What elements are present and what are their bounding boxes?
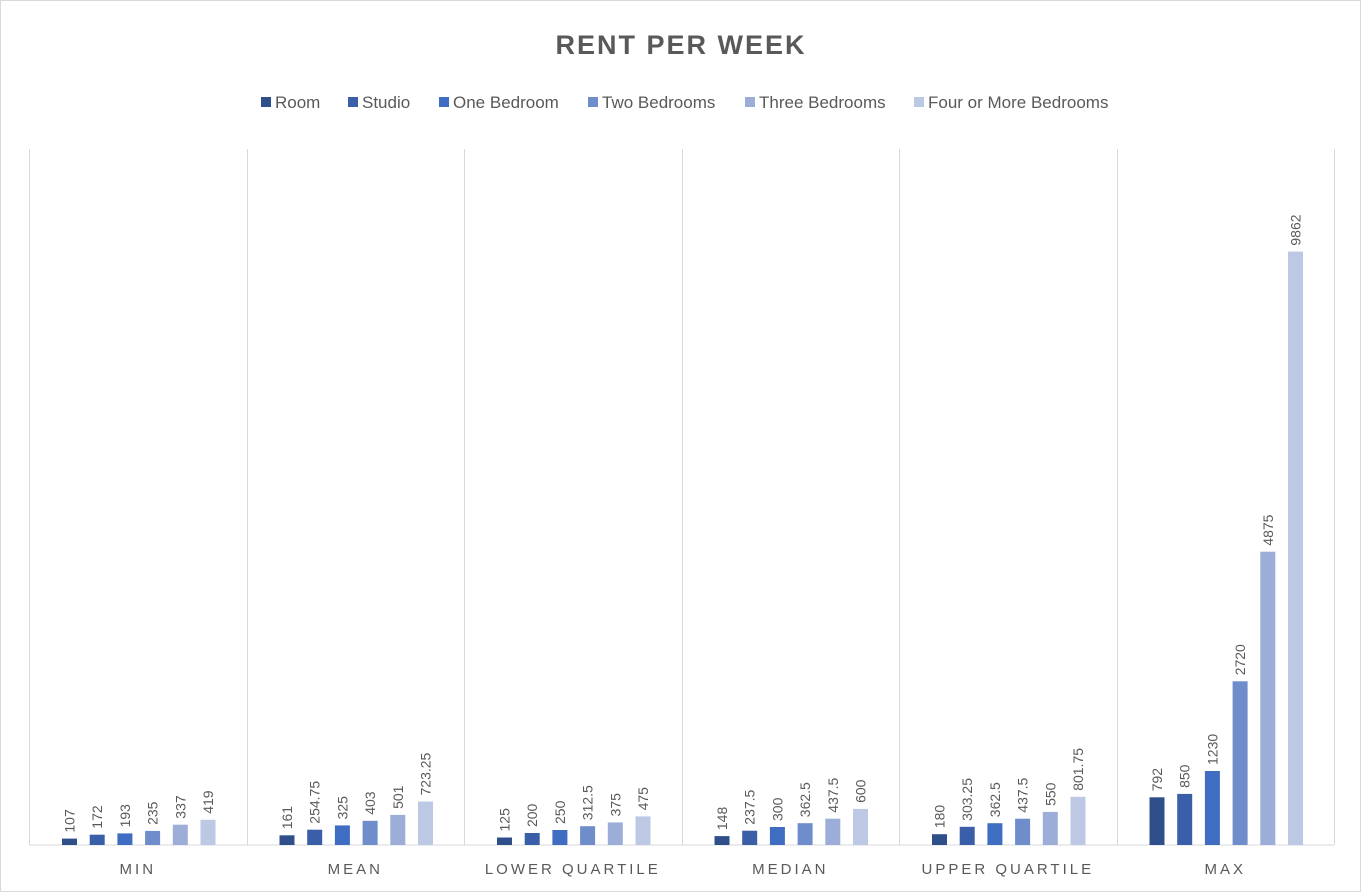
data-label-upper-quartile-studio: 303.25: [959, 778, 975, 821]
data-label-median-studio: 237.5: [742, 789, 758, 824]
data-label-upper-quartile-one-bedroom: 362.5: [987, 782, 1003, 817]
data-label-lower-quartile-two-bedrooms: 312.5: [580, 785, 596, 820]
bar-upper-quartile-three-bedrooms: [1042, 811, 1058, 845]
data-label-lower-quartile-room: 125: [497, 808, 513, 832]
data-label-min-one-bedroom: 193: [117, 804, 133, 828]
category-label-upper-quartile: UPPER QUARTILE: [922, 861, 1095, 878]
bar-median-three-bedrooms: [825, 818, 841, 845]
legend-label-room: Room: [275, 93, 320, 112]
bar-median-studio: [742, 830, 758, 845]
bar-mean-room: [279, 835, 295, 845]
data-label-upper-quartile-three-bedrooms: 550: [1042, 782, 1058, 806]
bar-median-one-bedroom: [769, 827, 785, 845]
data-label-max-three-bedrooms: 4875: [1260, 514, 1276, 545]
bar-lower-quartile-three-bedrooms: [607, 822, 623, 845]
data-label-median-two-bedrooms: 362.5: [797, 782, 813, 817]
bar-lower-quartile-studio: [524, 833, 540, 845]
bar-mean-four-or-more-bedrooms: [418, 801, 433, 845]
legend-swatch-studio: [348, 97, 358, 107]
data-label-max-two-bedrooms: 2720: [1232, 644, 1248, 675]
bar-lower-quartile-two-bedrooms: [580, 826, 596, 845]
bar-min-two-bedrooms: [145, 830, 161, 845]
data-label-min-four-or-more-bedrooms: 419: [200, 790, 216, 814]
category-label-mean: MEAN: [328, 861, 383, 878]
bar-lower-quartile-one-bedroom: [552, 830, 568, 845]
data-label-lower-quartile-one-bedroom: 250: [552, 800, 568, 824]
data-label-upper-quartile-room: 180: [932, 805, 948, 829]
bar-median-two-bedrooms: [797, 823, 813, 845]
bar-upper-quartile-studio: [959, 826, 975, 845]
bar-lower-quartile-four-or-more-bedrooms: [635, 816, 651, 845]
legend-swatch-room: [261, 97, 271, 107]
bar-max-two-bedrooms: [1232, 681, 1248, 845]
data-label-min-studio: 172: [89, 805, 105, 829]
legend-label-two-bedrooms: Two Bedrooms: [602, 93, 715, 112]
bar-max-one-bedroom: [1204, 771, 1220, 845]
bar-max-room: [1149, 797, 1165, 845]
bar-min-one-bedroom: [117, 833, 133, 845]
category-label-lower-quartile: LOWER QUARTILE: [485, 861, 661, 878]
bar-upper-quartile-two-bedrooms: [1015, 818, 1031, 845]
data-label-mean-one-bedroom: 325: [334, 796, 350, 820]
bar-upper-quartile-four-or-more-bedrooms: [1070, 796, 1086, 845]
data-label-mean-two-bedrooms: 403: [362, 791, 378, 815]
data-label-min-two-bedrooms: 235: [145, 801, 161, 825]
bar-min-three-bedrooms: [172, 824, 188, 845]
data-label-lower-quartile-studio: 200: [524, 803, 540, 827]
data-label-lower-quartile-three-bedrooms: 375: [607, 793, 623, 817]
bar-min-room: [62, 838, 77, 845]
category-labels: MIN MEAN LOWER QUARTILE MEDIAN UPPER QUARTIL…: [120, 861, 1247, 878]
data-label-max-four-or-more-bedrooms: 9862: [1288, 214, 1304, 245]
data-labels: 107 172 193 235 337 419 161 254.75 325 403 501 723.…: [62, 214, 1304, 832]
data-label-mean-studio: 254.75: [307, 781, 323, 824]
legend-label-three-bedrooms: Three Bedrooms: [759, 93, 886, 112]
data-label-mean-room: 161: [279, 806, 295, 830]
bar-max-three-bedrooms: [1260, 551, 1276, 845]
data-label-median-four-or-more-bedrooms: 600: [853, 779, 869, 803]
data-label-median-room: 148: [714, 807, 730, 831]
legend: Room Studio One Bedroom Two Bedrooms Three B…: [261, 93, 1108, 112]
bar-mean-three-bedrooms: [390, 814, 406, 845]
data-label-max-one-bedroom: 1230: [1204, 734, 1220, 765]
bars: [62, 251, 1303, 846]
data-label-min-three-bedrooms: 337: [172, 795, 188, 819]
data-label-min-room: 107: [62, 809, 78, 833]
bar-min-four-or-more-bedrooms: [200, 819, 216, 845]
chart-title: RENT PER WEEK: [555, 30, 806, 60]
category-label-max: MAX: [1205, 861, 1247, 878]
bar-mean-one-bedroom: [334, 825, 350, 845]
legend-label-one-bedroom: One Bedroom: [453, 93, 559, 112]
bar-lower-quartile-room: [497, 837, 512, 845]
bar-min-studio: [89, 834, 105, 845]
legend-swatch-four-or-more-bedrooms: [914, 97, 924, 107]
data-label-lower-quartile-four-or-more-bedrooms: 475: [635, 787, 651, 811]
data-label-median-one-bedroom: 300: [769, 797, 785, 821]
data-label-mean-four-or-more-bedrooms: 723.25: [418, 752, 434, 795]
data-label-upper-quartile-four-or-more-bedrooms: 801.75: [1070, 748, 1086, 791]
bar-mean-two-bedrooms: [362, 820, 378, 845]
bar-mean-studio: [307, 829, 323, 845]
data-label-max-room: 792: [1149, 768, 1165, 792]
category-label-min: MIN: [120, 861, 157, 878]
bar-upper-quartile-room: [932, 834, 947, 845]
category-dividers: [29, 149, 1335, 845]
bar-max-four-or-more-bedrooms: [1288, 251, 1303, 846]
legend-swatch-two-bedrooms: [588, 97, 598, 107]
data-label-mean-three-bedrooms: 501: [390, 785, 406, 809]
legend-label-studio: Studio: [362, 93, 410, 112]
data-label-median-three-bedrooms: 437.5: [825, 777, 841, 812]
data-label-max-studio: 850: [1177, 764, 1193, 788]
bar-median-room: [714, 836, 730, 845]
bar-max-studio: [1177, 793, 1193, 845]
legend-swatch-one-bedroom: [439, 97, 449, 107]
bar-upper-quartile-one-bedroom: [987, 823, 1003, 845]
data-label-upper-quartile-two-bedrooms: 437.5: [1015, 777, 1031, 812]
category-label-median: MEDIAN: [752, 861, 828, 878]
bar-median-four-or-more-bedrooms: [853, 808, 868, 845]
legend-label-four-or-more-bedrooms: Four or More Bedrooms: [928, 93, 1108, 112]
legend-swatch-three-bedrooms: [745, 97, 755, 107]
